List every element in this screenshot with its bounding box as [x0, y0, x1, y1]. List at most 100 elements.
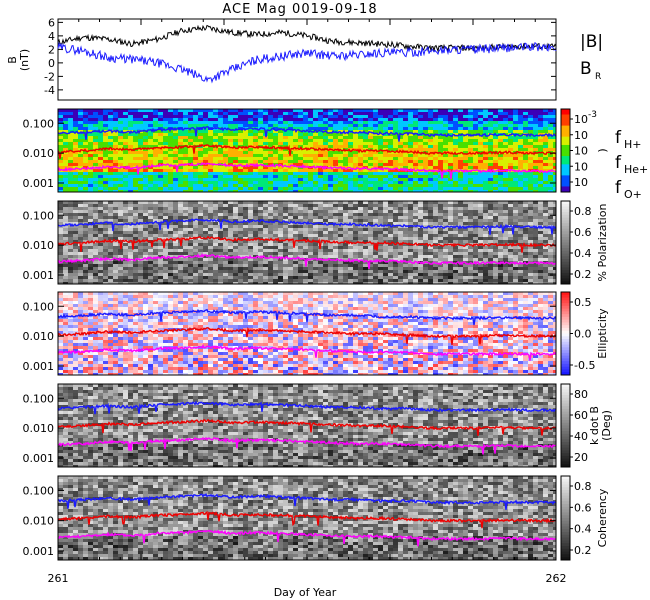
- spectrogram-cell: [313, 175, 318, 178]
- spectrogram-cell: [418, 216, 423, 219]
- spectrogram-cell: [108, 172, 113, 175]
- spectrogram-cell: [303, 109, 308, 112]
- spectrogram-cell: [403, 145, 408, 148]
- spectrogram-cell: [343, 148, 348, 151]
- spectrogram-cell: [403, 204, 408, 207]
- spectrogram-cell: [288, 139, 293, 142]
- spectrogram-cell: [213, 213, 218, 216]
- spectrogram-cell: [343, 237, 348, 240]
- spectrogram-cell: [428, 160, 433, 163]
- spectrogram-cell: [488, 142, 493, 145]
- spectrogram-cell: [373, 169, 378, 172]
- spectrogram-cell: [528, 249, 533, 252]
- spectrogram-cell: [423, 228, 428, 231]
- spectrogram-cell: [408, 136, 413, 139]
- spectrogram-cell: [153, 246, 158, 249]
- spectrogram-cell: [443, 118, 448, 121]
- spectrogram-cell: [143, 151, 148, 154]
- spectrogram-cell: [343, 184, 348, 187]
- spectrogram-cell: [293, 213, 298, 216]
- spectrogram-cell: [523, 139, 528, 142]
- spectrogram-cell: [513, 172, 518, 175]
- spectrogram-cell: [423, 234, 428, 237]
- spectrogram-cell: [353, 142, 358, 145]
- spectrogram-cell: [408, 210, 413, 213]
- colorbar-cell: [561, 172, 570, 176]
- spectrogram-cell: [163, 187, 168, 190]
- spectrogram-cell: [368, 231, 373, 234]
- spectrogram-cell: [518, 145, 523, 148]
- spectrogram-cell: [498, 210, 503, 213]
- spectrogram-cell: [158, 124, 163, 127]
- spectrogram-cell: [223, 231, 228, 234]
- spectrogram-cell: [393, 163, 398, 166]
- spectrogram-cell: [438, 252, 443, 255]
- spectrogram-cell: [368, 187, 373, 190]
- spectrogram-cell: [108, 148, 113, 151]
- spectrogram-cell: [538, 252, 543, 255]
- spectrogram-cell: [553, 222, 556, 225]
- spectrogram-cell: [368, 139, 373, 142]
- spectrogram-cell: [143, 118, 148, 121]
- spectrogram-cell: [483, 118, 488, 121]
- spectrogram-cell: [378, 181, 383, 184]
- spectrogram-cell: [328, 252, 333, 255]
- spectrogram-cell: [58, 175, 63, 178]
- spectrogram-cell: [148, 160, 153, 163]
- spectrogram-cell: [273, 201, 278, 204]
- spectrogram-cell: [343, 139, 348, 142]
- spectrogram-cell: [348, 160, 353, 163]
- spectrogram-cell: [158, 213, 163, 216]
- spectrogram-cell: [88, 109, 93, 112]
- spectrogram-cell: [128, 142, 133, 145]
- spectrogram-cell: [533, 121, 538, 124]
- spectrogram-cell: [158, 204, 163, 207]
- spectrogram-cell: [83, 160, 88, 163]
- spectrogram-cell: [483, 222, 488, 225]
- spectrogram-cell: [153, 124, 158, 127]
- spectrogram-cell: [378, 154, 383, 157]
- spectrogram-cell: [548, 210, 553, 213]
- spectrogram-cell: [103, 127, 108, 130]
- spectrogram-cell: [333, 231, 338, 234]
- spectrogram-cell: [423, 213, 428, 216]
- spectrogram-cell: [233, 231, 238, 234]
- spectrogram-cell: [318, 115, 323, 118]
- spectrogram-cell: [93, 184, 98, 187]
- spectrogram-cell: [133, 178, 138, 181]
- spectrogram-cell: [113, 210, 118, 213]
- spectrogram-cell: [238, 184, 243, 187]
- spectrogram-cell: [203, 249, 208, 252]
- spectrogram-cell: [298, 109, 303, 112]
- spectrogram-cell: [293, 204, 298, 207]
- spectrogram-cell: [358, 204, 363, 207]
- spectrogram-cell: [203, 225, 208, 228]
- spectrogram-cell: [108, 157, 113, 160]
- spectrogram-cell: [448, 148, 453, 151]
- spectrogram-cell: [278, 115, 283, 118]
- spectrogram-cell: [433, 231, 438, 234]
- spectrogram-cell: [223, 228, 228, 231]
- spectrogram-cell: [353, 204, 358, 207]
- spectrogram-cell: [513, 130, 518, 133]
- spectrogram-cell: [93, 225, 98, 228]
- spectrogram-cell: [238, 222, 243, 225]
- spectrogram-cell: [178, 252, 183, 255]
- spectrogram-cell: [378, 115, 383, 118]
- spectrogram-cell: [403, 237, 408, 240]
- spectrogram-cell: [533, 249, 538, 252]
- spectrogram-cell: [128, 115, 133, 118]
- spectrogram-cell: [333, 240, 338, 243]
- spectrogram-cell: [68, 252, 73, 255]
- spectrogram-cell: [463, 160, 468, 163]
- spectrogram-cell: [548, 246, 553, 249]
- spectrogram-cell: [183, 121, 188, 124]
- spectrogram-cell: [293, 255, 298, 258]
- spectrogram-cell: [348, 172, 353, 175]
- spectrogram-cell: [533, 201, 538, 204]
- spectrogram-cell: [303, 145, 308, 148]
- spectrogram-cell: [393, 115, 398, 118]
- spectrogram-cell: [433, 136, 438, 139]
- spectrogram-cell: [218, 142, 223, 145]
- spectrogram-cell: [153, 190, 158, 192]
